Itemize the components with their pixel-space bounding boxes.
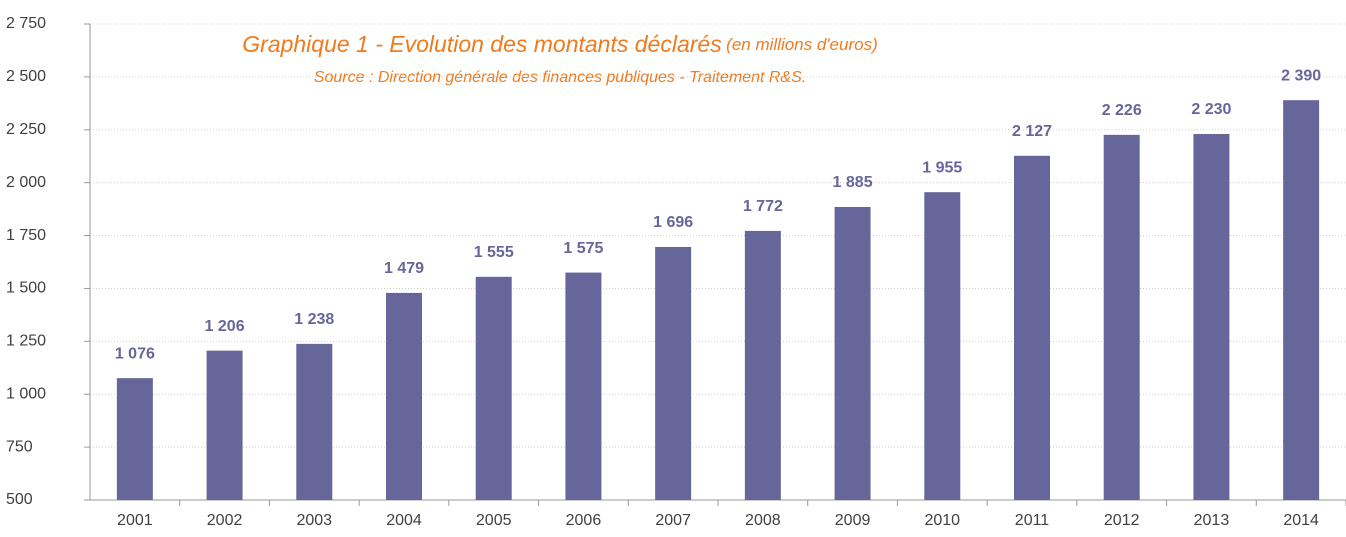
x-tick-label: 2006 — [566, 512, 602, 529]
y-tick-label: 2 250 — [6, 121, 46, 138]
value-label: 1 479 — [384, 260, 424, 277]
x-tick-label: 2003 — [296, 512, 332, 529]
x-tick-label: 2005 — [476, 512, 512, 529]
title-note: (en millions d'euros) — [726, 35, 878, 54]
bar — [655, 246, 692, 500]
x-tick-label: 2002 — [207, 512, 243, 529]
x-tick-label: 2010 — [924, 512, 960, 529]
value-label: 1 885 — [833, 174, 873, 191]
x-tick-label: 2008 — [745, 512, 781, 529]
y-tick-label: 1 750 — [6, 227, 46, 244]
x-tick-label: 2001 — [117, 512, 153, 529]
chart-subtitle: Source : Direction générale des finances… — [314, 69, 806, 86]
value-label: 1 575 — [563, 240, 603, 257]
y-tick-label: 1 250 — [6, 333, 46, 350]
bar — [296, 343, 333, 500]
x-tick-label: 2004 — [386, 512, 422, 529]
y-tick-label: 1 000 — [6, 385, 46, 402]
bar — [1014, 155, 1050, 500]
y-tick-label: 2 000 — [6, 174, 46, 191]
value-label: 1 076 — [115, 345, 155, 362]
bar — [475, 276, 512, 500]
y-tick-label: 2 750 — [6, 15, 46, 32]
bar — [116, 378, 153, 500]
bar — [1103, 134, 1140, 501]
bar — [924, 192, 961, 501]
value-label: 2 226 — [1102, 102, 1142, 119]
value-label: 1 772 — [743, 198, 783, 215]
x-tick-label: 2009 — [835, 512, 871, 529]
value-label: 1 955 — [922, 159, 962, 176]
value-label: 1 238 — [294, 311, 334, 328]
title-main: Graphique 1 - Evolution des montants déc… — [242, 31, 722, 57]
y-tick-label: 750 — [6, 438, 33, 455]
chart-title: Graphique 1 - Evolution des montants déc… — [242, 31, 878, 57]
value-label: 2 230 — [1191, 101, 1231, 118]
value-label: 1 206 — [205, 318, 245, 335]
y-tick-label: 500 — [6, 491, 33, 508]
value-label: 1 555 — [474, 244, 514, 261]
value-label: 1 696 — [653, 214, 693, 231]
bar — [1193, 134, 1230, 500]
x-tick-label: 2012 — [1104, 512, 1140, 529]
y-tick-label: 2 500 — [6, 68, 46, 85]
bar — [206, 350, 243, 500]
value-label: 2 390 — [1281, 67, 1321, 84]
x-tick-label: 2011 — [1015, 512, 1050, 529]
bar — [1283, 100, 1320, 500]
bar — [834, 206, 871, 501]
y-tick-label: 1 500 — [6, 280, 46, 297]
bar — [386, 292, 422, 500]
value-label: 2 127 — [1012, 123, 1052, 140]
x-tick-label: 2014 — [1283, 512, 1319, 529]
bar — [744, 230, 781, 500]
x-tick-label: 2013 — [1194, 512, 1230, 529]
bar — [565, 272, 602, 500]
x-tick-label: 2007 — [655, 512, 691, 529]
